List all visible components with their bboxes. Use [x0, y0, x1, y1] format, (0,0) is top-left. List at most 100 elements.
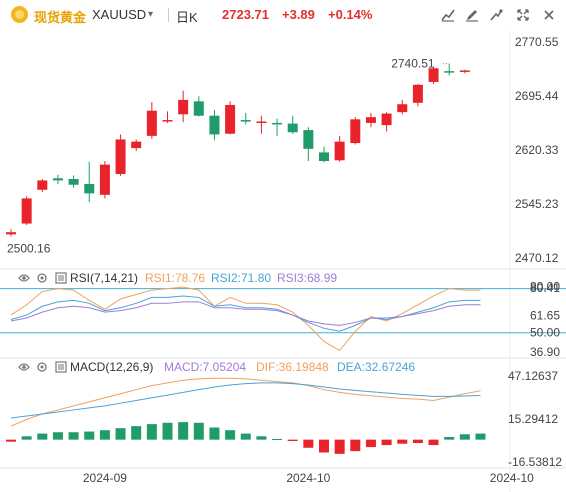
macd-histogram-bar: [303, 439, 314, 448]
time-axis-label: 2024-09: [83, 471, 127, 485]
eye-icon[interactable]: [18, 361, 30, 373]
candle-body: [444, 71, 455, 73]
candle-body: [334, 141, 345, 161]
gear-icon[interactable]: [36, 272, 48, 284]
candle-body: [115, 139, 126, 174]
macd-histogram-bar: [52, 432, 63, 440]
chart-header: 现货黄金 XAUUSD ▾ 日K 2723.71 +3.89 +0.14%: [0, 0, 566, 30]
rsi-label: RSI(7,14,21): [70, 271, 139, 285]
gear-icon[interactable]: [36, 361, 48, 373]
macd-axis-label: 15.29412: [508, 412, 558, 426]
rsi3-line: [10, 301, 481, 326]
fullscreen-icon: [517, 9, 529, 21]
macd-histogram-bar: [84, 431, 95, 440]
candle-body: [99, 164, 110, 195]
macd-legend: MACD(12,26,9) MACD:7.05204 DIF:36.19848 …: [0, 359, 566, 377]
macd-histogram-bar: [131, 426, 142, 440]
indicator-menu-icon[interactable]: [55, 361, 67, 373]
macd-histogram-bar: [6, 439, 16, 442]
high-price-annotation: 2740.51: [391, 57, 435, 71]
macd-histogram-bar: [272, 438, 283, 440]
chart-area[interactable]: 2770.55 2695.44 2620.33 2545.23 2470.12 2740.…: [0, 30, 566, 492]
macd-histogram-bar: [412, 439, 423, 444]
price-axis-label: 2770.55: [515, 35, 559, 49]
fullscreen-button[interactable]: [512, 5, 534, 25]
chevron-down-icon[interactable]: ▾: [148, 9, 154, 20]
macd-dea-line: [10, 382, 481, 419]
candle-body: [193, 101, 204, 116]
candle-body: [225, 104, 236, 134]
last-price: 2723.71: [222, 7, 269, 22]
macd-histogram-bar: [146, 424, 157, 440]
chart-type-button[interactable]: [437, 5, 459, 25]
rsi2-value: RSI2:71.80: [211, 271, 272, 285]
draw-button[interactable]: [461, 5, 483, 25]
macd-dif-line: [10, 377, 481, 427]
macd-histogram-bar: [99, 430, 110, 440]
price-change-percent: +0.14%: [328, 7, 373, 22]
indicator-menu-icon[interactable]: [55, 272, 67, 284]
eye-icon[interactable]: [18, 272, 30, 284]
macd-histogram-bar: [459, 434, 470, 440]
candle-body: [381, 113, 392, 126]
draw-icon: [466, 10, 478, 22]
dea-value: DEA:32.67246: [337, 360, 416, 374]
dif-value: DIF:36.19848: [256, 360, 329, 374]
low-price-annotation: 2500.16: [7, 241, 51, 255]
macd-histogram-bar: [287, 439, 298, 442]
price-change: +3.89: [282, 7, 315, 22]
candle-body: [240, 120, 251, 122]
candle-body: [6, 232, 16, 235]
candle-body: [303, 130, 314, 149]
candle-body: [350, 119, 361, 144]
macd-histogram-bar: [209, 427, 220, 440]
macd-axis-label: -16.53812: [508, 455, 562, 469]
close-button[interactable]: [538, 5, 560, 25]
macd-histogram-bar: [225, 430, 236, 440]
header-divider: [168, 8, 169, 22]
macd-histogram-bar: [444, 436, 455, 440]
candle-body: [21, 198, 32, 224]
rsi1-value: RSI1:78.76: [145, 271, 206, 285]
instrument-name: 现货黄金: [34, 10, 87, 25]
chart-type-icon: [441, 9, 455, 22]
macd-label: MACD(12,26,9): [70, 360, 154, 374]
candle-body: [178, 99, 189, 115]
macd-axis-label: 47.12637: [508, 369, 558, 383]
candle-body: [37, 180, 48, 190]
symbol-selector[interactable]: XAUUSD: [92, 7, 147, 22]
candle-body: [428, 68, 439, 82]
macd-histogram-bar: [428, 439, 439, 446]
time-axis-label: 2024-10: [286, 471, 330, 485]
rsi-axis-label: 80.41: [530, 281, 560, 295]
macd-histogram-bar: [240, 433, 251, 440]
indicator-icon: [490, 9, 503, 21]
indicator-button[interactable]: [485, 5, 507, 25]
price-axis-label: 2620.33: [515, 143, 559, 157]
macd-histogram-bar: [365, 439, 376, 448]
candle-body: [162, 120, 173, 122]
macd-histogram-bar: [319, 439, 329, 453]
rsi3-value: RSI3:68.99: [277, 271, 338, 285]
macd-histogram-bar: [350, 439, 361, 452]
rsi-axis-label: 61.65: [530, 309, 560, 323]
rsi2-line: [10, 295, 481, 332]
candle-body: [146, 110, 157, 136]
candle-body: [412, 84, 423, 103]
candle-body: [365, 117, 376, 123]
macd-histogram-bar: [397, 439, 408, 444]
macd-histogram-bar: [256, 436, 267, 440]
candle-body: [131, 141, 142, 149]
macd-value: MACD:7.05204: [164, 360, 247, 374]
macd-histogram-bar: [37, 433, 48, 440]
macd-histogram-bar: [162, 422, 173, 440]
candle-body: [68, 178, 79, 185]
candle-body: [84, 184, 95, 194]
candle-body: [287, 123, 298, 133]
macd-histogram-bar: [193, 422, 204, 440]
rsi-axis-label: 50.00: [530, 326, 560, 340]
candle-body: [52, 178, 63, 181]
period-selector[interactable]: 日K: [176, 10, 198, 25]
candle-body: [397, 104, 408, 113]
macd-histogram-bar: [115, 428, 126, 440]
